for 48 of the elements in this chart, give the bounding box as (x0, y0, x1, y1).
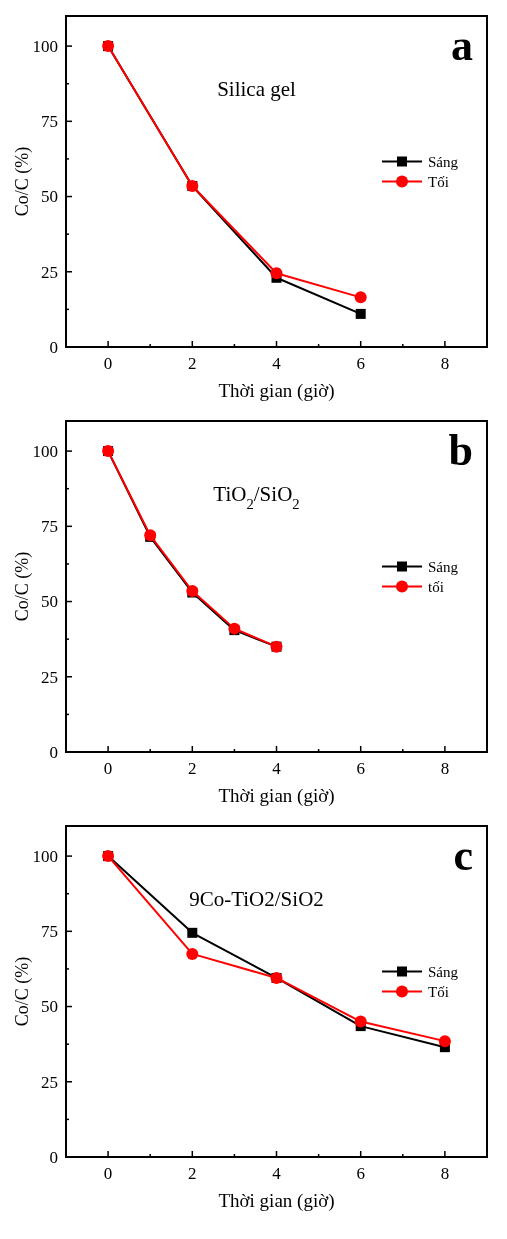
chart-title: a (451, 21, 473, 70)
y-tick-label: 100 (32, 442, 58, 462)
y-tick-label: 75 (41, 517, 58, 537)
y-axis-title: Co/C (%) (12, 146, 33, 217)
x-tick-label: 0 (103, 354, 113, 373)
chart-title: b (448, 426, 473, 475)
x-tick-label: 2 (188, 759, 197, 778)
x-tick-label: 4 (272, 1164, 282, 1183)
legend-label: Sáng (428, 558, 459, 575)
x-axis-title: Thời gian (giờ) (218, 380, 335, 402)
x-axis-title: Thời gian (giờ) (218, 785, 335, 807)
y-tick-label: 25 (41, 1072, 58, 1092)
x-tick-label: 6 (356, 1164, 365, 1183)
x-tick-label: 0 (103, 759, 113, 778)
legend-label: Sáng (428, 153, 459, 170)
x-tick-label: 2 (188, 1164, 197, 1183)
y-tick-label: 50 (41, 187, 58, 207)
legend-label: Sáng (428, 963, 459, 980)
y-axis-title: Co/C (%) (12, 551, 33, 622)
y-tick-label: 100 (32, 37, 58, 57)
x-tick-label: 6 (356, 759, 365, 778)
y-tick-label: 0 (49, 742, 58, 762)
y-tick-label: 50 (41, 997, 58, 1017)
chart-title: c (453, 831, 473, 880)
y-tick-label: 25 (41, 667, 58, 687)
y-tick-label: 100 (32, 847, 58, 867)
x-tick-label: 2 (188, 354, 197, 373)
x-axis-title: Thời gian (giờ) (218, 1190, 335, 1212)
y-tick-label: 50 (41, 592, 58, 612)
y-tick-label: 75 (41, 922, 58, 942)
legend-label: tối (428, 578, 444, 595)
y-axis-title: Co/C (%) (12, 956, 33, 1027)
x-tick-label: 6 (356, 354, 365, 373)
legend-label: Tối (428, 173, 449, 190)
text: TiO$_{2}$/SiO$_{2}$ (213, 482, 300, 512)
x-tick-label: 8 (440, 759, 450, 778)
x-tick-label: 0 (103, 1164, 113, 1183)
x-tick-label: 8 (440, 1164, 450, 1183)
x-tick-label: 4 (272, 354, 282, 373)
y-tick-label: 0 (49, 337, 58, 357)
legend-label: Tối (428, 983, 449, 1000)
x-tick-label: 8 (440, 354, 450, 373)
y-tick-label: 25 (41, 262, 58, 282)
text: Silica gel (217, 77, 297, 101)
y-tick-label: 0 (49, 1147, 58, 1167)
y-tick-label: 75 (41, 112, 58, 132)
x-tick-label: 4 (272, 759, 282, 778)
text: 9Co-TiO2/SiO2 (189, 887, 324, 911)
